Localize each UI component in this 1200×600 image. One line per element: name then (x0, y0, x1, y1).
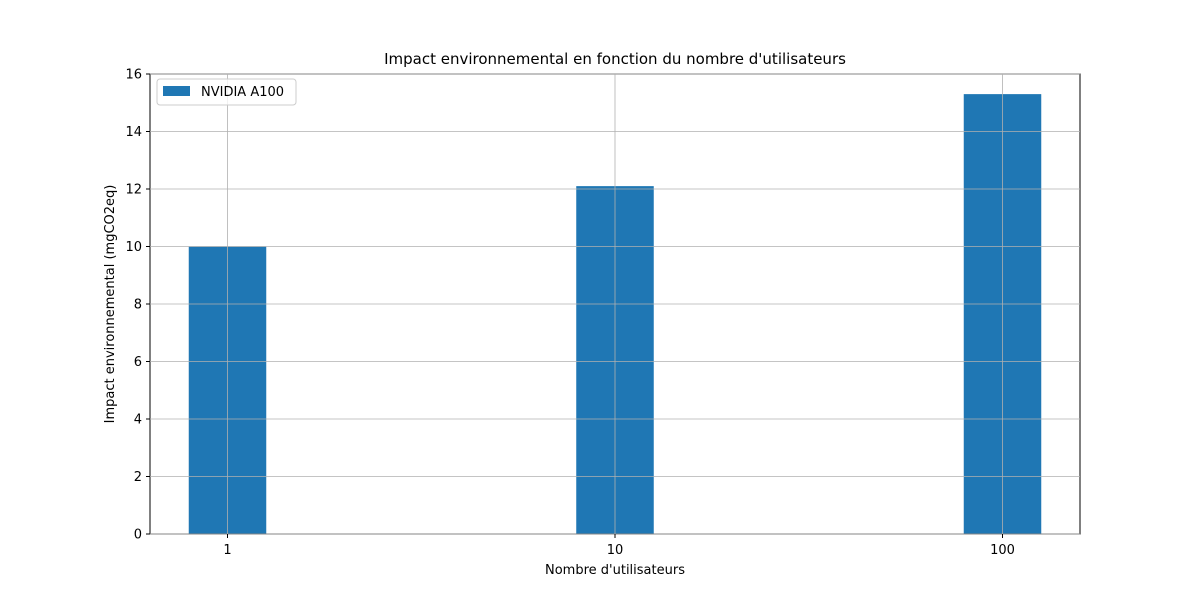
x-axis-label: Nombre d'utilisateurs (545, 563, 685, 578)
y-axis-label: Impact environnemental (mgCO2eq) (103, 185, 118, 424)
chart-title: Impact environnemental en fonction du no… (384, 50, 846, 68)
legend-swatch (163, 86, 190, 96)
x-axis-ticks: 1 10 100 (223, 534, 1015, 558)
legend-frame (156, 78, 297, 106)
y-axis-ticks: 0 2 4 6 8 10 12 14 16 (125, 68, 150, 543)
y-tick-label: 4 (134, 413, 142, 428)
y-tick-label: 12 (125, 183, 142, 198)
y-tick-label: 0 (134, 528, 142, 543)
y-tick-label: 8 (134, 298, 142, 313)
x-tick-label: 100 (990, 543, 1015, 558)
x-tick-label: 1 (223, 543, 231, 558)
y-tick-label: 2 (134, 470, 142, 485)
y-tick-label: 6 (134, 355, 142, 370)
y-tick-label: 14 (125, 125, 142, 140)
y-tick-label: 10 (125, 240, 142, 255)
x-tick-label: 10 (607, 543, 624, 558)
y-tick-label: 16 (125, 68, 142, 83)
legend: NVIDIA A100 (156, 78, 297, 106)
legend-label: NVIDIA A100 (201, 85, 284, 100)
